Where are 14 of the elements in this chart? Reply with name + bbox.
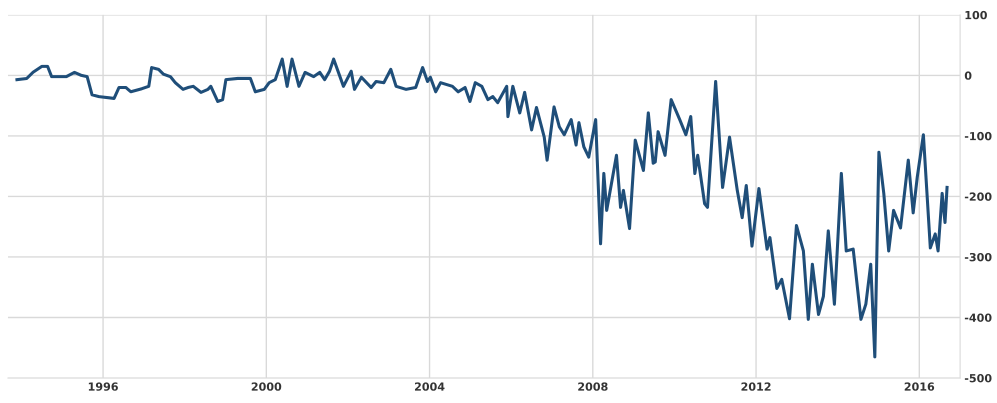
y-tick-label: -200: [964, 192, 992, 201]
x-tick-label: 2008: [578, 382, 608, 391]
x-tick-label: 2012: [741, 382, 771, 391]
y-tick-label: 100: [966, 10, 987, 20]
y-tick-label: 0: [964, 71, 972, 80]
x-tick-label: 2016: [904, 382, 934, 391]
y-tick-label: -100: [964, 132, 992, 140]
y-tick-label: -400: [964, 313, 992, 322]
y-tick-label: -300: [964, 252, 992, 262]
x-tick-label: 2004: [414, 382, 445, 391]
y-tick-label: -500: [964, 374, 992, 382]
line-series: [15, 58, 949, 358]
x-tick-label: 2000: [252, 382, 282, 391]
x-tick-label: 1996: [88, 382, 118, 391]
